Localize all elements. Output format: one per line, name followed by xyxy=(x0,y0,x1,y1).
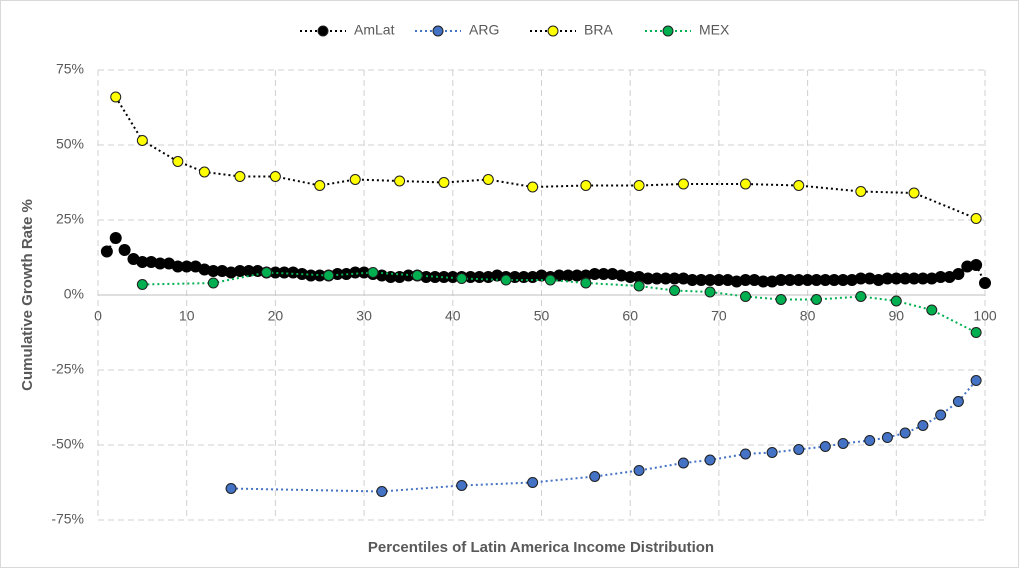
data-point xyxy=(367,267,379,278)
series-line xyxy=(142,271,977,334)
data-point xyxy=(970,375,982,386)
data-point xyxy=(899,427,911,439)
data-point xyxy=(118,244,131,256)
data-point xyxy=(926,304,938,316)
y-tick-label: 25% xyxy=(56,211,84,227)
data-point xyxy=(740,178,752,190)
data-point xyxy=(323,270,335,281)
x-tick-label: 100 xyxy=(973,308,997,324)
data-point xyxy=(890,295,902,307)
data-point xyxy=(793,444,805,455)
y-tick-label: 0% xyxy=(64,286,84,302)
data-point xyxy=(482,174,494,185)
data-point xyxy=(677,178,689,190)
data-point xyxy=(456,480,468,491)
data-point xyxy=(527,477,539,488)
data-point xyxy=(819,441,831,452)
data-point xyxy=(349,174,361,185)
data-point xyxy=(740,448,752,460)
data-point xyxy=(775,294,787,305)
x-tick-label: 70 xyxy=(711,308,727,324)
data-point xyxy=(207,277,219,289)
legend-label: AmLat xyxy=(354,22,395,38)
data-point xyxy=(269,171,281,182)
y-tick-label: -50% xyxy=(51,436,84,452)
x-tick-label: 30 xyxy=(356,308,372,324)
data-point xyxy=(855,291,867,302)
data-point xyxy=(970,213,982,224)
legend-label: ARG xyxy=(469,22,499,38)
data-point xyxy=(198,166,210,178)
data-point xyxy=(580,180,592,191)
x-axis-title: Percentiles of Latin America Income Dist… xyxy=(368,539,714,556)
data-point xyxy=(500,274,512,286)
x-tick-label: 90 xyxy=(889,308,905,324)
y-tick-label: -25% xyxy=(51,361,84,377)
data-point xyxy=(100,245,113,258)
data-point xyxy=(261,267,273,278)
data-point xyxy=(438,177,450,188)
data-point xyxy=(864,435,876,446)
data-point xyxy=(704,286,716,298)
x-tick-label: 50 xyxy=(534,308,550,324)
data-point xyxy=(917,420,929,431)
data-point xyxy=(740,291,752,302)
data-point xyxy=(225,483,237,494)
x-tick-label: 20 xyxy=(268,308,284,324)
data-point xyxy=(633,180,645,191)
data-point xyxy=(376,486,388,497)
x-tick-label: 60 xyxy=(622,308,638,324)
data-point xyxy=(793,180,805,191)
data-point xyxy=(172,156,184,167)
data-point xyxy=(589,471,601,482)
series-line xyxy=(231,379,977,493)
data-point xyxy=(810,294,822,305)
data-point xyxy=(881,432,893,443)
data-point xyxy=(952,396,964,407)
data-point xyxy=(527,181,539,193)
x-tick-label: 0 xyxy=(94,308,102,324)
data-point xyxy=(837,438,849,449)
data-point xyxy=(704,454,716,466)
data-point xyxy=(952,268,965,280)
series-line xyxy=(114,96,977,220)
data-point xyxy=(766,447,778,458)
x-tick-label: 40 xyxy=(445,308,461,324)
data-point xyxy=(633,465,645,476)
data-point xyxy=(908,187,920,199)
legend-marker xyxy=(662,25,674,37)
legend-marker xyxy=(432,25,444,37)
data-point xyxy=(411,270,423,281)
legend-label: BRA xyxy=(584,22,613,38)
data-point xyxy=(234,171,246,182)
legend-label: MEX xyxy=(699,22,730,38)
data-point xyxy=(314,180,326,191)
data-point xyxy=(394,175,406,187)
data-point xyxy=(935,409,947,421)
data-point xyxy=(970,259,983,271)
legend-marker xyxy=(547,25,559,37)
y-tick-label: 50% xyxy=(56,136,84,152)
data-point xyxy=(456,273,468,284)
data-point xyxy=(580,277,592,289)
data-point xyxy=(677,457,689,469)
data-point xyxy=(855,186,867,197)
x-tick-label: 80 xyxy=(800,308,816,324)
y-tick-label: 75% xyxy=(56,61,84,77)
data-point xyxy=(979,277,991,289)
x-tick-label: 10 xyxy=(179,308,195,324)
legend-marker xyxy=(317,25,329,37)
data-point xyxy=(669,285,681,296)
y-axis-title: Cumulative Growth Rate % xyxy=(19,199,36,391)
data-point xyxy=(544,274,556,286)
data-point xyxy=(110,91,122,103)
data-point xyxy=(136,135,148,146)
data-point xyxy=(136,279,148,290)
data-point xyxy=(109,232,122,244)
y-tick-label: -75% xyxy=(51,511,84,527)
data-point xyxy=(970,327,982,338)
data-point xyxy=(633,280,645,292)
